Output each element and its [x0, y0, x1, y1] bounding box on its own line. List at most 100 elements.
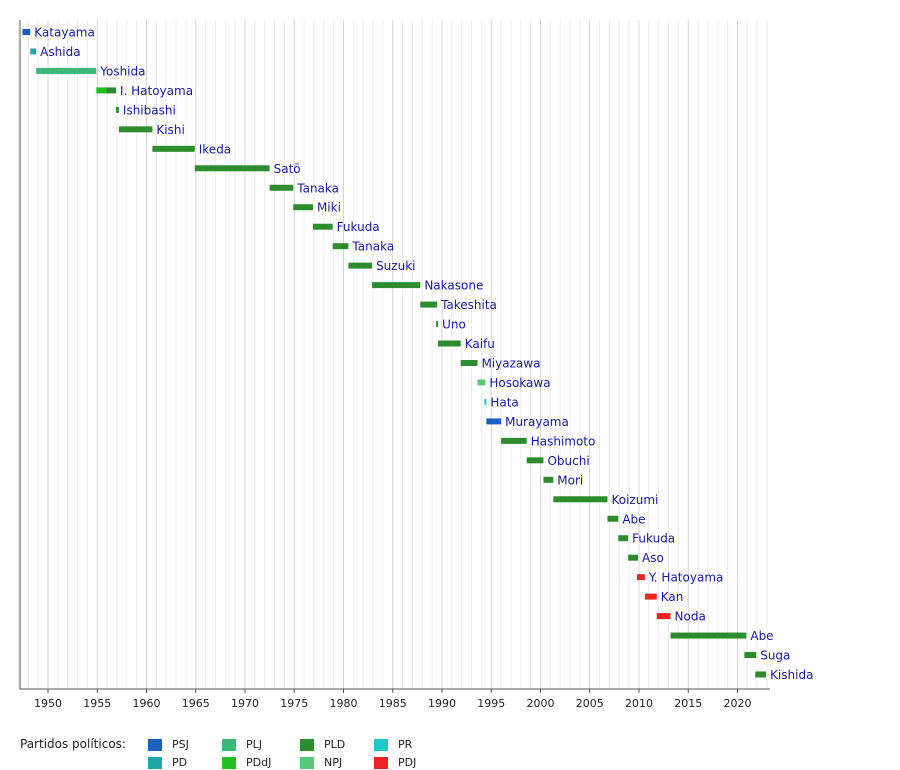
term-bar [438, 340, 461, 347]
term-bar [348, 262, 373, 269]
term-label: Abe [750, 629, 773, 643]
term-label: Hata [490, 395, 518, 409]
term-label: Yoshida [99, 64, 145, 78]
term-label: Takeshita [440, 298, 497, 312]
term-bar [30, 48, 37, 55]
term-bar [460, 359, 478, 366]
term-label: Kan [661, 590, 684, 604]
term-label: Fukuda [337, 220, 380, 234]
term-label: Mori [557, 473, 583, 487]
term-bar [152, 145, 195, 152]
x-tick-label: 1975 [280, 697, 308, 710]
legend-label: PR [398, 738, 413, 751]
legend-swatch [148, 739, 162, 751]
x-tick-label: 2005 [576, 697, 604, 710]
legend-label: PLD [324, 738, 346, 751]
legend-swatch [374, 757, 388, 769]
legend-label: PD [172, 756, 188, 769]
x-tick-label: 2015 [674, 697, 702, 710]
term-label: I. Hatoyama [120, 84, 193, 98]
legend-label: PLJ [246, 738, 263, 751]
x-tick-label: 2000 [527, 697, 555, 710]
term-bar [656, 613, 671, 620]
legend-label: NPJ [324, 756, 343, 769]
term-label: Obuchi [547, 454, 589, 468]
term-bar [477, 379, 486, 386]
term-label: Ikeda [199, 142, 231, 156]
x-tick-label: 1980 [330, 697, 358, 710]
legend-item: PDdJ [222, 756, 271, 770]
term-bar [96, 87, 107, 94]
x-tick-label: 1995 [477, 697, 505, 710]
term-label: Murayama [505, 415, 569, 429]
x-tick-label: 2020 [724, 697, 752, 710]
term-label: Hashimoto [531, 434, 596, 448]
term-bar [106, 87, 116, 94]
legend-swatch [300, 757, 314, 769]
term-label: Tanaka [351, 240, 394, 254]
term-bar [526, 457, 544, 464]
term-label: Koizumi [611, 493, 658, 507]
term-label: Tanaka [296, 181, 339, 195]
term-label: Aso [642, 551, 664, 565]
term-label: Noda [675, 610, 706, 624]
x-tick-label: 1960 [133, 697, 161, 710]
term-label: Y. Hatoyama [648, 571, 723, 585]
term-bar [22, 29, 31, 35]
term-bar [543, 476, 554, 483]
x-tick-label: 2010 [625, 697, 653, 710]
term-label: Kishi [156, 123, 184, 137]
legend-swatch [222, 757, 236, 769]
legend-item: NPJ [300, 756, 342, 770]
term-bar [194, 165, 270, 172]
term-bar [670, 632, 747, 639]
legend-title: Partidos políticos: [20, 737, 126, 751]
term-label: Abe [622, 512, 645, 526]
term-bar [553, 496, 608, 503]
timeline-chart: 1950 1955 1960 1965 1970 1975 1980 1985 1990 1995… [17, 20, 813, 710]
term-label: Fukuda [632, 532, 675, 546]
term-label: Kishida [770, 668, 813, 682]
term-label: Suzuki [376, 259, 415, 273]
term-bar [436, 321, 439, 328]
term-bar [607, 515, 619, 522]
legend-item: PLD [300, 738, 345, 752]
legend-item: PD [148, 756, 187, 770]
term-bar [644, 593, 657, 600]
term-bar [269, 184, 294, 191]
legend-item: PDJ [374, 756, 416, 770]
term-bar [618, 535, 629, 542]
term-bar [637, 574, 645, 581]
legend-item: PLJ [222, 738, 262, 752]
legend-swatch [148, 757, 162, 769]
term-label: Uno [442, 318, 466, 332]
legend-swatch [300, 739, 314, 751]
legend-label: PDJ [398, 756, 417, 769]
term-label: Satō [274, 162, 301, 176]
x-tick-label: 1990 [428, 697, 456, 710]
term-bar [312, 223, 333, 230]
term-bar [293, 204, 313, 211]
legend-label: PDdJ [246, 756, 272, 769]
x-tick-label: 1970 [231, 697, 259, 710]
term-label: Ashida [40, 45, 80, 59]
term-bar [420, 301, 438, 308]
legend-item: PSJ [148, 738, 189, 752]
legend-item: PR [374, 738, 412, 752]
term-label: Suga [760, 649, 790, 663]
term-bar [118, 126, 153, 133]
legend-label: PSJ [172, 738, 189, 751]
term-bar [36, 67, 97, 74]
term-label: Miki [317, 201, 341, 215]
legend-swatch [374, 739, 388, 751]
legend-swatch [222, 739, 236, 751]
term-label: Miyazawa [481, 356, 540, 370]
term-label: Katayama [34, 26, 95, 40]
term-bar [486, 418, 502, 425]
term-bar [115, 106, 119, 113]
x-tick-label: 1950 [34, 697, 62, 710]
term-bar [484, 398, 487, 405]
term-label: Kaifu [465, 337, 495, 351]
term-label: Nakasone [424, 279, 483, 293]
term-bar [755, 671, 767, 678]
